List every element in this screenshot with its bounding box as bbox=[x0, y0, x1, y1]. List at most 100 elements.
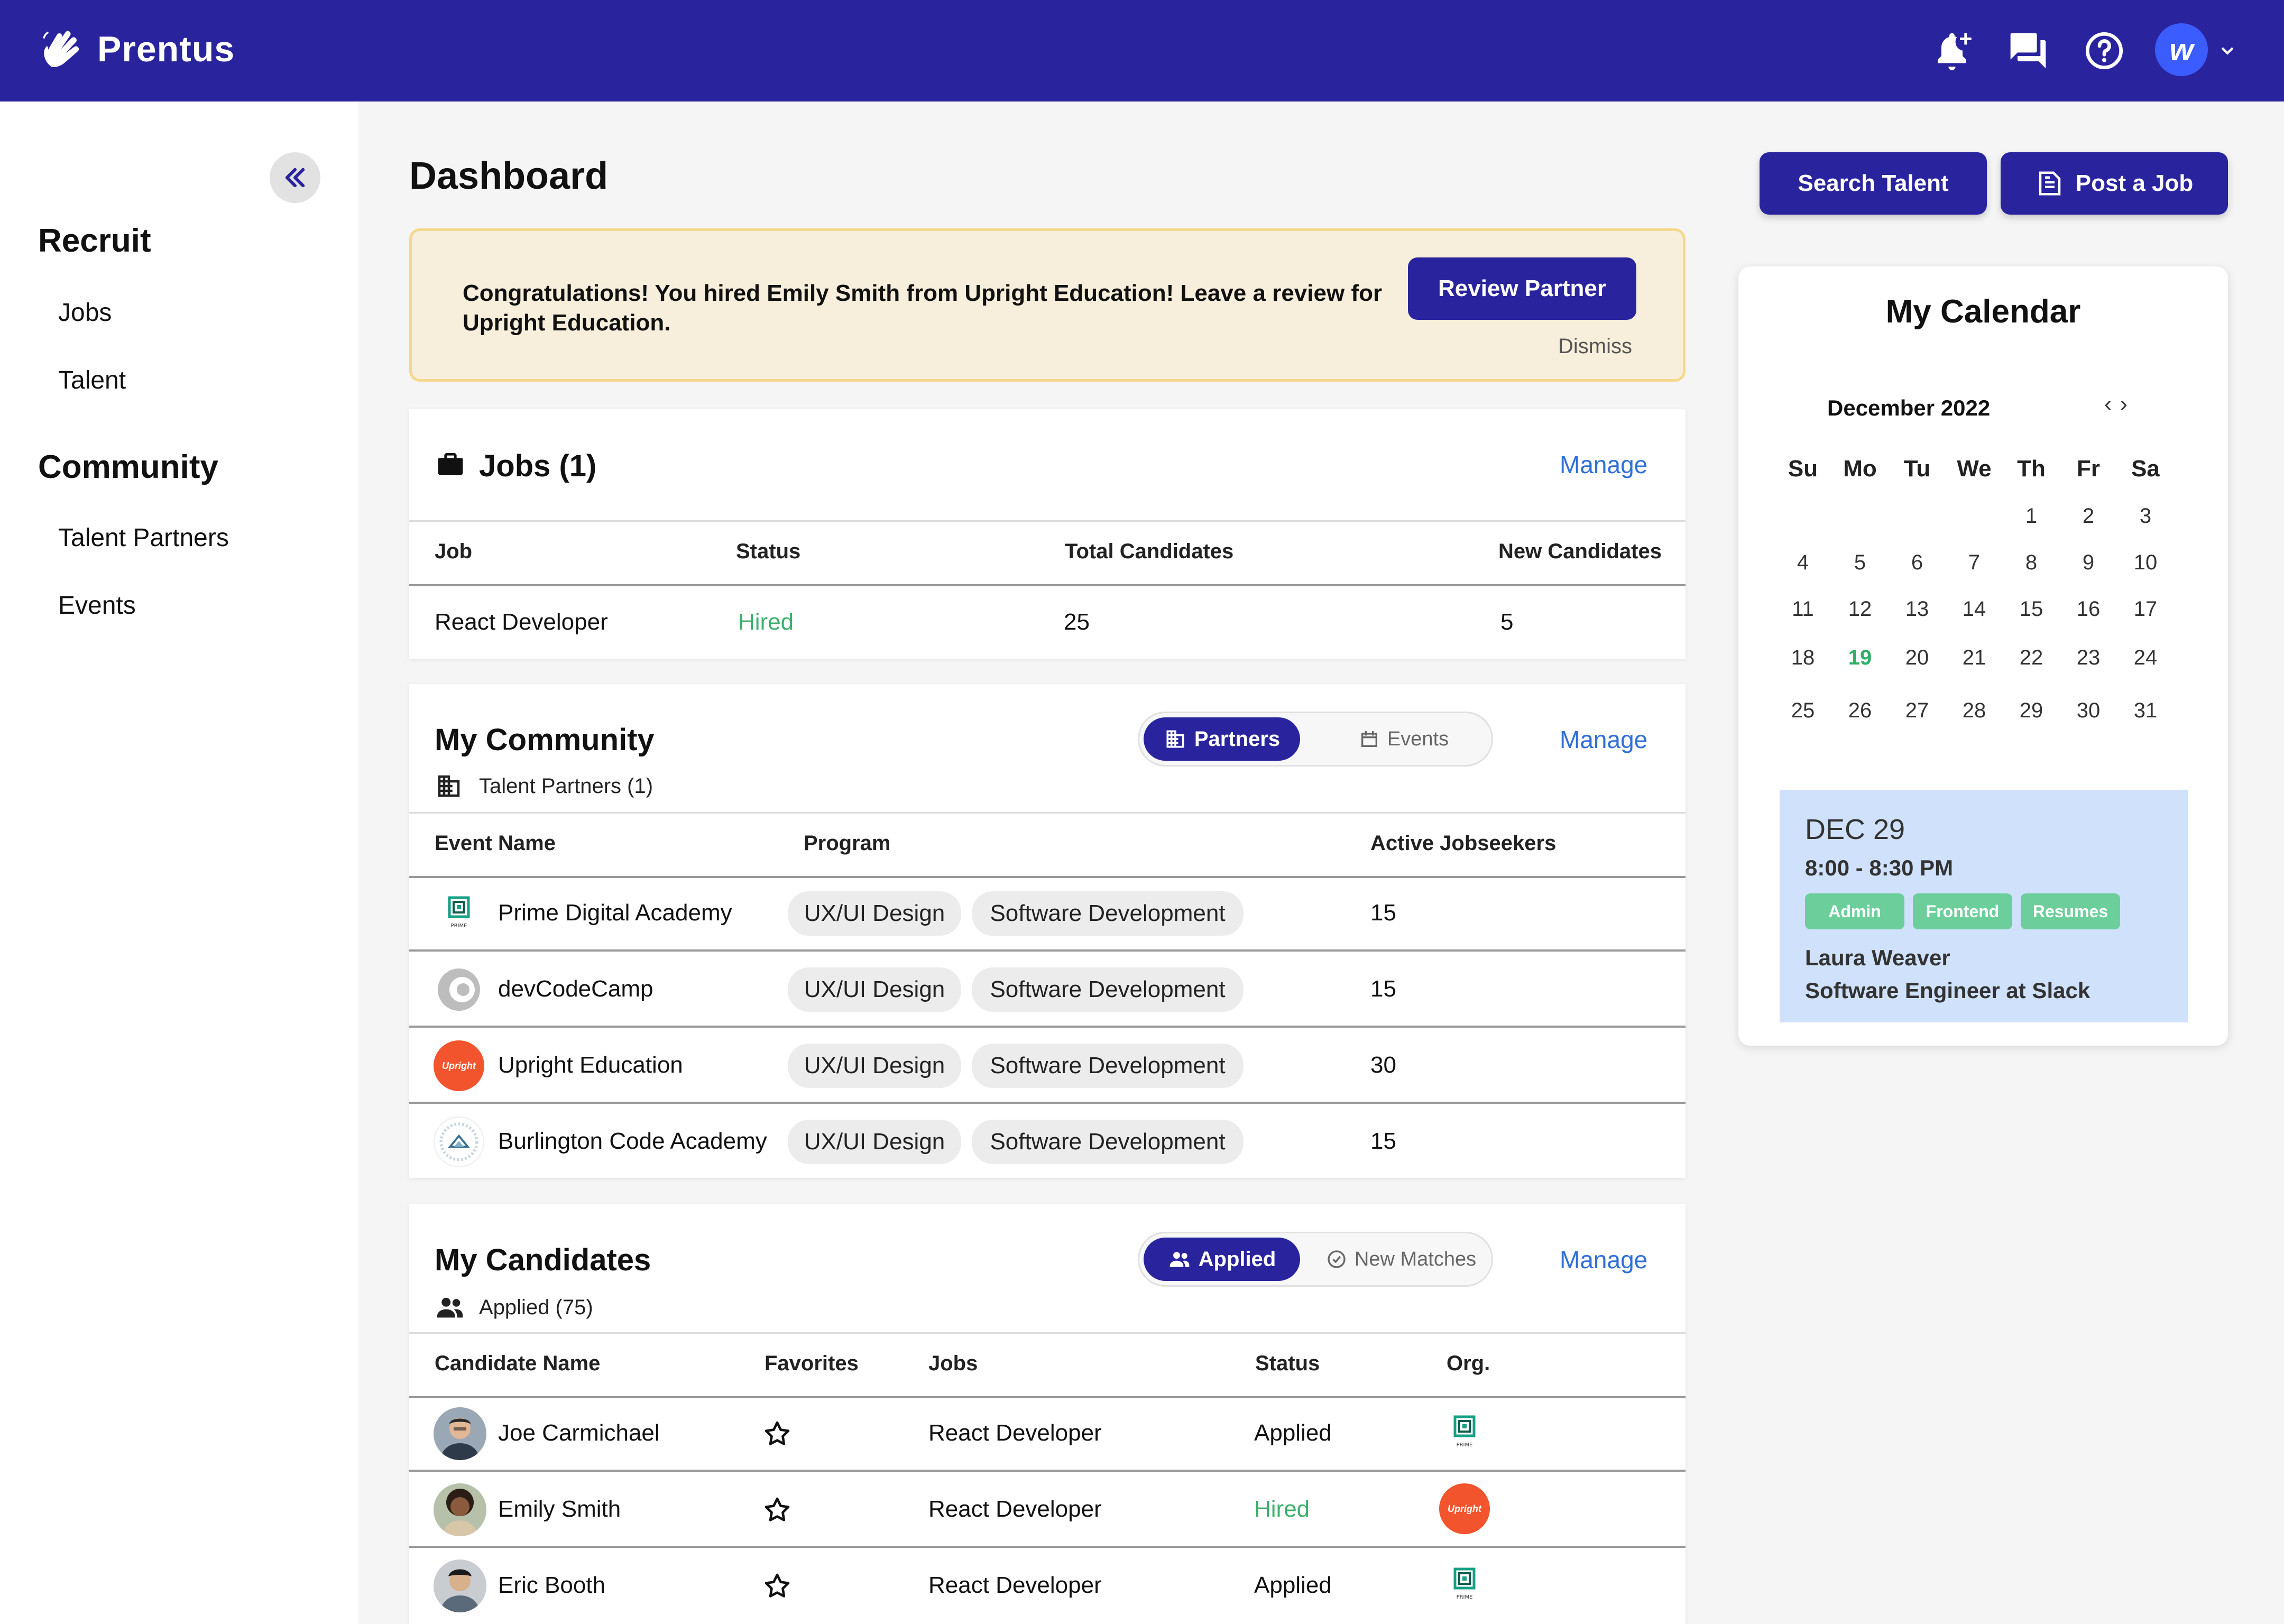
calendar-day[interactable]: 29 bbox=[2019, 699, 2043, 722]
sidebar-item-jobs[interactable]: Jobs bbox=[58, 299, 112, 327]
calendar-day[interactable]: 1 bbox=[2025, 504, 2038, 528]
table-row[interactable]: React Developer Hired 25 5 bbox=[409, 585, 1686, 659]
calendar-day[interactable]: 5 bbox=[1854, 551, 1866, 574]
partners-toggle-option[interactable]: Partners bbox=[1144, 717, 1300, 761]
weekday-label: Fr bbox=[2077, 456, 2100, 482]
building-icon bbox=[438, 775, 460, 797]
weekday-label: Su bbox=[1788, 456, 1818, 482]
sidebar-item-talent[interactable]: Talent bbox=[58, 366, 126, 394]
calendar-title: My Calendar bbox=[1885, 293, 2081, 330]
table-row[interactable]: Upright Upright Education UX/UI Design S… bbox=[409, 1028, 1686, 1104]
calendar-day[interactable]: 30 bbox=[2076, 699, 2101, 722]
help-icon[interactable] bbox=[2083, 30, 2125, 72]
jobs-table-header: Job Status Total Candidates New Candidat… bbox=[409, 520, 1686, 586]
review-partner-button[interactable]: Review Partner bbox=[1408, 257, 1636, 320]
table-row[interactable]: Joe Carmichael React Developer Applied P… bbox=[409, 1396, 1686, 1472]
calendar-day[interactable]: 18 bbox=[1791, 646, 1815, 669]
building-icon bbox=[1166, 730, 1184, 748]
weekday-label: Th bbox=[2017, 456, 2046, 482]
calendar-day[interactable]: 9 bbox=[2082, 551, 2095, 574]
dismiss-link[interactable]: Dismiss bbox=[1558, 335, 1632, 358]
calendar-day[interactable]: 8 bbox=[2025, 551, 2038, 574]
calendar-day[interactable]: 12 bbox=[1848, 597, 1872, 621]
table-row[interactable]: PRIME Prime Digital Academy UX/UI Design… bbox=[409, 875, 1686, 952]
calendar-day[interactable]: 26 bbox=[1848, 699, 1872, 722]
calendar-day[interactable]: 15 bbox=[2019, 597, 2043, 621]
calendar-day[interactable]: 16 bbox=[2076, 597, 2101, 621]
table-row[interactable]: Emily Smith React Developer Hired Uprigh… bbox=[409, 1472, 1686, 1548]
calendar-day[interactable]: 31 bbox=[2133, 699, 2158, 722]
calendar-day[interactable]: 14 bbox=[1962, 597, 1986, 621]
star-icon[interactable] bbox=[762, 1495, 792, 1525]
calendar-day[interactable]: 21 bbox=[1962, 646, 1986, 669]
col-status: Status bbox=[1255, 1352, 1320, 1375]
new-matches-toggle-option[interactable]: New Matches bbox=[1314, 1238, 1488, 1281]
event-person: Laura Weaver bbox=[1805, 945, 1950, 970]
partner-name: Burlington Code Academy bbox=[498, 1128, 767, 1154]
collapse-sidebar-button[interactable] bbox=[270, 152, 320, 203]
calendar-day[interactable]: 25 bbox=[1791, 699, 1815, 722]
community-manage-link[interactable]: Manage bbox=[1560, 726, 1648, 753]
col-org: Org. bbox=[1447, 1352, 1490, 1375]
calendar-day[interactable]: 4 bbox=[1797, 551, 1809, 574]
star-icon[interactable] bbox=[762, 1419, 792, 1448]
sidebar-section-recruit: Recruit bbox=[38, 223, 151, 259]
sidebar-item-events[interactable]: Events bbox=[58, 592, 136, 620]
calendar-day[interactable]: 20 bbox=[1905, 646, 1929, 669]
search-talent-button[interactable]: Search Talent bbox=[1760, 152, 1987, 215]
calendar-icon bbox=[1361, 731, 1377, 747]
calendar-day[interactable]: 22 bbox=[2019, 646, 2043, 669]
briefcase-icon bbox=[438, 453, 463, 475]
calendar-event[interactable]: DEC 29 8:00 - 8:30 PM Admin Frontend Res… bbox=[1780, 790, 2188, 1022]
table-row[interactable]: Burlington Code Academy UX/UI Design Sof… bbox=[409, 1104, 1686, 1178]
calendar-day[interactable]: 7 bbox=[1968, 551, 1981, 574]
notification-add-icon[interactable] bbox=[1931, 30, 1973, 72]
app-logo[interactable]: Prentus bbox=[38, 25, 235, 73]
calendar-day[interactable]: 11 bbox=[1792, 597, 1814, 621]
calendar-day[interactable]: 6 bbox=[1911, 551, 1923, 574]
candidates-manage-link[interactable]: Manage bbox=[1560, 1246, 1648, 1274]
calendar-day-today[interactable]: 19 bbox=[1848, 646, 1872, 669]
star-icon[interactable] bbox=[762, 1571, 792, 1601]
jobs-manage-link[interactable]: Manage bbox=[1560, 451, 1648, 478]
hire-congratulations-banner: Congratulations! You hired Emily Smith f… bbox=[409, 228, 1686, 382]
calendar-next-button[interactable]: › bbox=[2120, 391, 2136, 416]
weekday-label: Sa bbox=[2131, 456, 2160, 482]
col-jobs: Jobs bbox=[928, 1352, 978, 1375]
candidate-job: React Developer bbox=[928, 1420, 1102, 1446]
user-avatar[interactable]: w bbox=[2155, 23, 2208, 76]
user-initial: w bbox=[2169, 32, 2194, 67]
event-role: Software Engineer at Slack bbox=[1805, 978, 2090, 1003]
program-chip: UX/UI Design bbox=[788, 891, 961, 936]
calendar-day[interactable]: 13 bbox=[1905, 597, 1929, 621]
chevron-down-icon[interactable] bbox=[2218, 41, 2236, 62]
calendar-day[interactable]: 3 bbox=[2139, 504, 2152, 528]
avatar bbox=[434, 1560, 486, 1612]
calendar-day[interactable]: 24 bbox=[2133, 646, 2158, 669]
applied-toggle-option[interactable]: Applied bbox=[1144, 1238, 1300, 1281]
calendar-day[interactable]: 23 bbox=[2076, 646, 2101, 669]
events-toggle-option[interactable]: Events bbox=[1340, 717, 1467, 761]
calendar-day[interactable]: 10 bbox=[2133, 551, 2158, 574]
calendar-day[interactable]: 17 bbox=[2133, 597, 2158, 621]
calendar-day[interactable]: 27 bbox=[1905, 699, 1929, 722]
table-row[interactable]: devCodeCamp UX/UI Design Software Develo… bbox=[409, 952, 1686, 1028]
table-row[interactable]: Eric Booth React Developer Applied PRIME bbox=[409, 1548, 1686, 1624]
upright-logo-text: Upright bbox=[442, 1060, 476, 1071]
banner-message-rest: Leave a review for Upright Education. bbox=[463, 280, 1383, 336]
sidebar bbox=[0, 102, 358, 1624]
event-date: DEC 29 bbox=[1805, 814, 1905, 845]
calendar-prev-button[interactable]: ‹ bbox=[2104, 391, 2120, 416]
sidebar-item-talent-partners[interactable]: Talent Partners bbox=[58, 524, 229, 552]
calendar-day[interactable]: 28 bbox=[1962, 699, 1986, 722]
applied-toggle-label: Applied bbox=[1198, 1247, 1276, 1271]
candidate-status: Hired bbox=[1254, 1496, 1310, 1522]
chat-icon[interactable] bbox=[2007, 30, 2049, 72]
people-icon bbox=[1169, 1252, 1189, 1267]
calendar-day[interactable]: 2 bbox=[2082, 504, 2095, 528]
post-job-button[interactable]: Post a Job bbox=[2001, 152, 2228, 215]
partners-toggle-label: Partners bbox=[1194, 727, 1281, 751]
program-chip: Software Development bbox=[972, 891, 1244, 936]
prime-logo-text: PRIME bbox=[1457, 1442, 1473, 1448]
program-chip: UX/UI Design bbox=[788, 1044, 961, 1088]
